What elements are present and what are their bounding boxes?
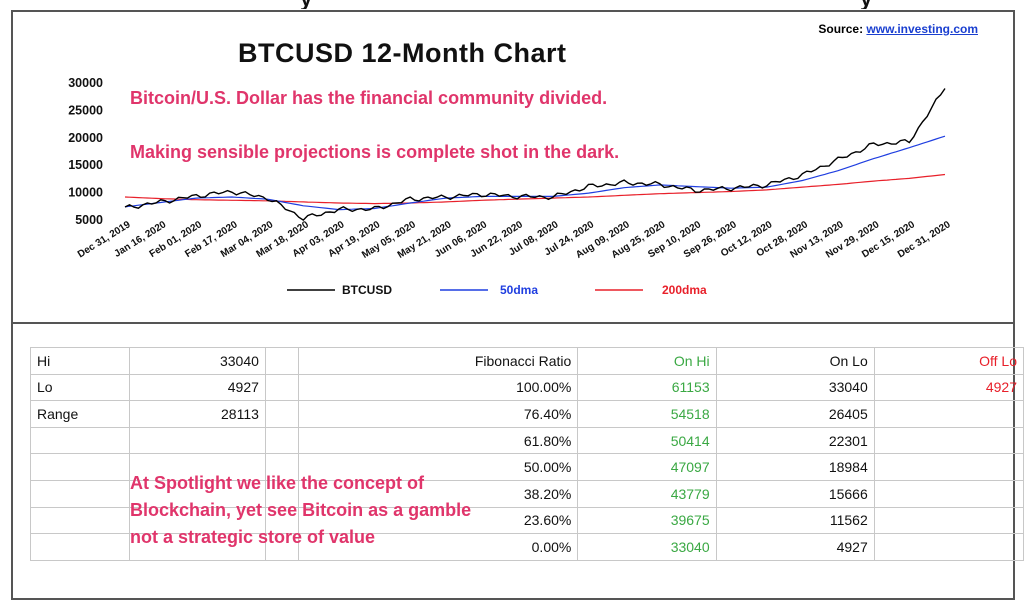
table-cell: 76.40% xyxy=(297,400,579,428)
table-cell xyxy=(128,453,266,481)
table-row: 61.80% 50414 22301 xyxy=(30,426,1024,455)
table-cell: 18984 xyxy=(715,453,875,481)
table-cell: Range xyxy=(30,400,130,428)
table-cell xyxy=(30,479,130,508)
table-cell: 39675 xyxy=(577,506,717,535)
annotation-spotlight: At Spotlight we like the concept of Bloc… xyxy=(130,470,530,551)
table-row: 0.00% 33040 4927 xyxy=(30,533,1024,561)
y-tick-label: 20000 xyxy=(68,131,103,145)
table-cell xyxy=(30,426,130,455)
y-tick-label: 25000 xyxy=(68,103,103,117)
series-lines xyxy=(124,88,946,221)
table-cell: 28113 xyxy=(128,400,266,428)
legend-label-btcusd: BTCUSD xyxy=(342,283,392,297)
table-cell xyxy=(128,533,266,561)
table-cell xyxy=(128,479,266,508)
annotation-spotlight-line3: not a strategic store of value xyxy=(130,527,376,547)
table-cell xyxy=(264,373,299,402)
table-cell xyxy=(873,453,1024,481)
chart-legend: BTCUSD 50dma 200dma xyxy=(287,283,707,297)
table-cell xyxy=(128,506,266,535)
fibonacci-table: Hi 33040 Fibonacci Ratio On Hi On Lo Off Lo Lo… xyxy=(30,347,1024,561)
table-header-cell: Fibonacci Ratio xyxy=(297,347,579,375)
table-cell: 47097 xyxy=(577,453,717,481)
table-cell: 50414 xyxy=(577,426,717,455)
table-cell: 26405 xyxy=(715,400,875,428)
source-label: Source: xyxy=(818,22,864,36)
y-tick-label: 5000 xyxy=(75,213,103,227)
table-cell: 33040 xyxy=(715,373,875,402)
table-cell xyxy=(264,426,299,455)
table-cell xyxy=(873,506,1024,535)
table-cell: 15666 xyxy=(715,479,875,508)
table-cell xyxy=(264,400,299,428)
table-cell xyxy=(873,533,1024,561)
table-cell: 0.00% xyxy=(297,533,579,561)
table-row: 38.20% 43779 15666 xyxy=(30,479,1024,508)
outer-frame xyxy=(11,10,1015,600)
table-cell: 61153 xyxy=(577,373,717,402)
table-cell: 22301 xyxy=(715,426,875,455)
btcusd-chart: 30000 25000 20000 15000 10000 5000 Dec 31, 20… xyxy=(68,76,953,297)
legend-label-200dma: 200dma xyxy=(662,283,707,297)
cropped-header-strip: yy xyxy=(0,0,1024,9)
annotation-spotlight-line1: At Spotlight we like the concept of xyxy=(130,473,425,493)
table-cell: 33040 xyxy=(577,533,717,561)
table-header-cell: On Hi xyxy=(577,347,717,375)
table-cell xyxy=(264,533,299,561)
y-tick-label: 10000 xyxy=(68,186,103,200)
annotation-divided: Bitcoin/U.S. Dollar has the financial co… xyxy=(130,88,608,108)
chart-title: BTCUSD 12-Month Chart xyxy=(238,38,567,68)
table-cell: 11562 xyxy=(715,506,875,535)
series-line-200dma xyxy=(124,173,946,205)
table-cell xyxy=(873,426,1024,455)
y-tick-label: 30000 xyxy=(68,76,103,90)
table-header-cell: Hi xyxy=(30,347,130,375)
table-cell xyxy=(873,479,1024,508)
section-divider xyxy=(11,322,1015,324)
table-cell: Lo xyxy=(30,373,130,402)
annotation-spotlight-line2: Blockchain, yet see Bitcoin as a gamble xyxy=(130,500,472,520)
table-cell xyxy=(128,426,266,455)
table-cell: 61.80% xyxy=(297,426,579,455)
y-tick-label: 15000 xyxy=(68,158,103,172)
table-cell xyxy=(30,453,130,481)
table-cell xyxy=(873,400,1024,428)
source-credit: Source: www.investing.com xyxy=(818,22,978,36)
table-cell: 100.00% xyxy=(297,373,579,402)
table-header-cell: On Lo xyxy=(715,347,875,375)
table-cell xyxy=(30,533,130,561)
table-row: Range 28113 76.40% 54518 26405 xyxy=(30,400,1024,428)
annotation-projections: Making sensible projections is complete … xyxy=(130,142,620,162)
table-cell: 4927 xyxy=(715,533,875,561)
y-axis: 30000 25000 20000 15000 10000 5000 xyxy=(68,76,103,227)
table-cell: 38.20% xyxy=(297,479,579,508)
table-cell xyxy=(264,506,299,535)
source-link[interactable]: www.investing.com xyxy=(866,22,978,36)
table-cell: 4927 xyxy=(128,373,266,402)
table-cell: 4927 xyxy=(873,373,1024,402)
table-row: Lo 4927 100.00% 61153 33040 4927 xyxy=(30,373,1024,402)
legend-label-50dma: 50dma xyxy=(500,283,538,297)
table-header-cell: 33040 xyxy=(128,347,266,375)
table-cell xyxy=(30,506,130,535)
table-header-cell: Off Lo xyxy=(873,347,1024,375)
series-line-50dma xyxy=(124,135,946,211)
table-cell: 54518 xyxy=(577,400,717,428)
table-row: Hi 33040 Fibonacci Ratio On Hi On Lo Off Lo xyxy=(30,347,1024,375)
series-line-btcusd xyxy=(124,88,946,221)
table-cell: 43779 xyxy=(577,479,717,508)
table-header-cell xyxy=(264,347,299,375)
